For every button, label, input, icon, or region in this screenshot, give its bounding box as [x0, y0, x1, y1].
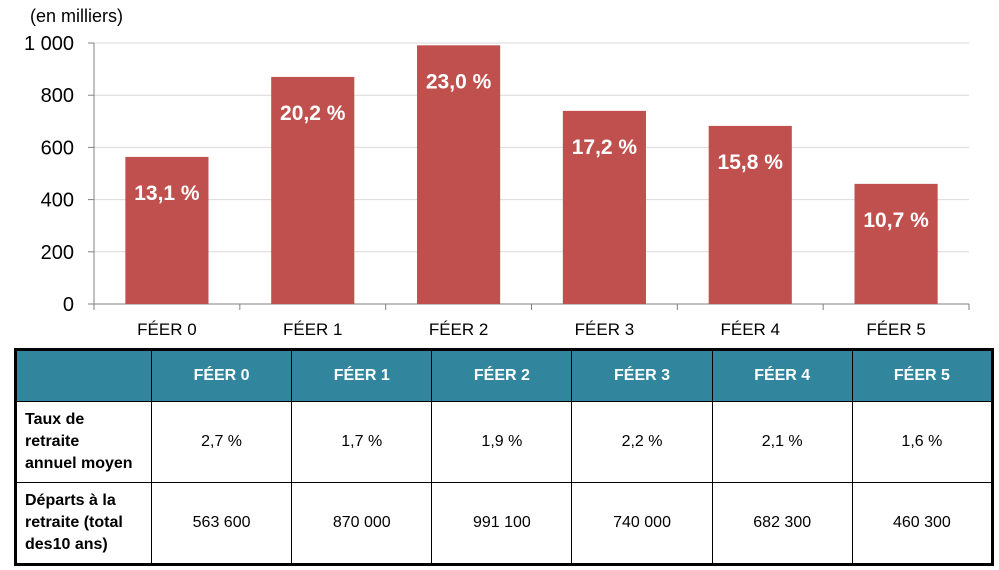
table-cell: 460 300: [851, 482, 995, 566]
bar-2: [417, 45, 501, 304]
x-tick-label: FÉER 0: [137, 320, 197, 339]
table-cell: 682 300: [711, 482, 853, 566]
table-header-corner: [14, 348, 152, 402]
table-cell: 2,1 %: [711, 401, 853, 483]
table-row-retirement-rate: Taux de retraite annuel moyen 2,7 % 1,7 …: [14, 401, 995, 483]
table-cell: 1,7 %: [291, 401, 433, 483]
bar-chart: (en milliers) 0 200 400 600 800 1 000 13,1 % FÉE…: [24, 6, 970, 339]
row-label-line: retraite: [25, 433, 80, 450]
table-cell: 740 000: [571, 482, 713, 566]
table-header-feer-1: FÉER 1: [291, 348, 433, 402]
y-tick-label: 1 000: [24, 33, 74, 55]
row-label-retirements-total: Départs à la retraite (total des10 ans): [14, 482, 152, 566]
table-cell: 563 600: [150, 482, 293, 566]
table-header-row: FÉER 0 FÉER 1 FÉER 2 FÉER 3 FÉER 4 FÉER …: [14, 348, 995, 402]
x-tick-label: FÉER 1: [283, 320, 343, 339]
x-tick-label: FÉER 5: [866, 320, 926, 339]
table-cell: 2,7 %: [150, 401, 293, 483]
table-cell: 1,9 %: [431, 401, 573, 483]
data-label: 20,2 %: [280, 102, 346, 125]
table-header-feer-2: FÉER 2: [431, 348, 573, 402]
data-table: FÉER 0 FÉER 1 FÉER 2 FÉER 3 FÉER 4 FÉER …: [14, 348, 995, 566]
table-header-feer-4: FÉER 4: [711, 348, 853, 402]
table-cell: 991 100: [431, 482, 573, 566]
y-axis-title: (en milliers): [30, 6, 123, 26]
bar-3: [562, 110, 646, 304]
table-row-retirements-total: Départs à la retraite (total des10 ans) …: [14, 482, 995, 566]
row-label-line: annuel moyen: [25, 455, 133, 472]
row-label-line: Départs à la: [25, 492, 116, 509]
row-label-line: retraite (total: [25, 514, 123, 531]
y-tick-label: 800: [41, 85, 74, 107]
x-tick-label: FÉER 3: [575, 320, 635, 339]
y-tick-label: 400: [41, 190, 74, 212]
table-header-feer-5: FÉER 5: [851, 348, 995, 402]
x-tick-label: FÉER 2: [429, 320, 489, 339]
table-header-feer-0: FÉER 0: [150, 348, 293, 402]
table-header-feer-3: FÉER 3: [571, 348, 713, 402]
data-label: 13,1 %: [134, 182, 200, 205]
bar-1: [271, 76, 355, 305]
data-label: 17,2 %: [572, 136, 638, 159]
data-label: 10,7 %: [863, 209, 929, 232]
row-label-line: Taux de: [25, 411, 85, 428]
x-tick-label: FÉER 4: [720, 320, 780, 339]
chart-svg: (en milliers) 0 200 400 600 800 1 000 13,1 % FÉE…: [24, 6, 970, 339]
bar-0: [125, 156, 209, 304]
table-cell: 870 000: [291, 482, 433, 566]
table-cell: 2,2 %: [571, 401, 713, 483]
bar-5: [854, 183, 938, 304]
table-cell: 1,6 %: [851, 401, 995, 483]
y-tick-label: 200: [41, 242, 74, 264]
y-tick-label: 0: [63, 294, 74, 316]
bar-4: [708, 125, 792, 304]
row-label-retirement-rate: Taux de retraite annuel moyen: [14, 401, 152, 483]
row-label-line: des10 ans): [25, 536, 108, 553]
data-label: 15,8 %: [718, 151, 784, 174]
y-tick-label: 600: [41, 137, 74, 159]
data-label: 23,0 %: [426, 70, 492, 93]
